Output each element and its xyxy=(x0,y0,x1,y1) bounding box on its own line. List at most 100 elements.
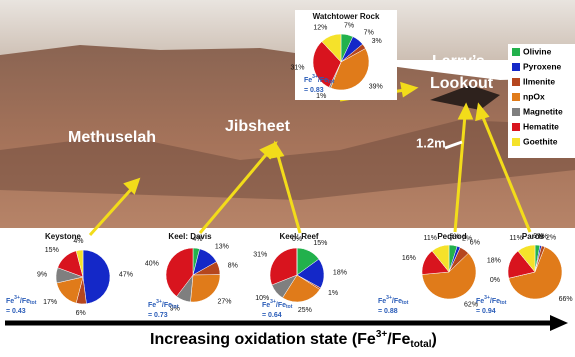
slice-label: 13% xyxy=(215,243,229,250)
slice-label: 4% xyxy=(192,236,202,243)
ratio-label: Fe3+/Fetot xyxy=(304,74,335,85)
slice-label: 15% xyxy=(313,240,327,247)
legend-swatch xyxy=(512,78,520,86)
ratio-part: tot xyxy=(30,300,37,306)
pie-slice xyxy=(82,249,111,305)
slice-label: 18% xyxy=(333,270,347,277)
slice-label: 0% xyxy=(292,236,302,243)
slice-label: 11% xyxy=(509,235,523,242)
pie-title: Watchtower Rock xyxy=(313,12,380,21)
ratio-part: 3+ xyxy=(156,299,162,305)
ratio-part: tot xyxy=(500,300,507,306)
pie-slice xyxy=(75,249,84,278)
legend-swatch xyxy=(512,138,520,146)
arrows xyxy=(88,81,532,237)
pie-slice xyxy=(517,244,536,273)
legend-label: Goethite xyxy=(523,136,558,146)
slice-label: 8% xyxy=(228,262,238,269)
ratio-part: 3+ xyxy=(312,74,318,80)
slice-label: 0% xyxy=(490,277,500,284)
ratio-value: = 0.43 xyxy=(6,308,26,315)
ratio-part: tot xyxy=(172,304,179,310)
pie-slice xyxy=(282,274,321,303)
slice-label: 31% xyxy=(290,65,304,72)
slice-label: 40% xyxy=(145,260,159,267)
ratio-part: tot xyxy=(402,300,409,306)
pie-title: Keel: Reef xyxy=(279,232,318,241)
ratio-value: = 0.64 xyxy=(262,312,282,319)
ratio-part: /Fe xyxy=(20,298,30,305)
ratio-part: 3+ xyxy=(484,295,490,301)
ratio-label: Fe3+/Fetot xyxy=(148,299,179,310)
axis-label-part: /Fe xyxy=(387,331,410,348)
ratio-part: Fe xyxy=(262,302,270,309)
slice-label: 9% xyxy=(170,305,180,312)
pie-slice xyxy=(312,41,342,88)
ratio-value: = 0.88 xyxy=(378,308,398,315)
ratio-part: /Fe xyxy=(392,298,402,305)
slice-label: 7% xyxy=(344,23,354,30)
ratio-part: tot xyxy=(328,79,335,85)
ratio-value: = 0.83 xyxy=(304,87,324,94)
place-label: Methuselah xyxy=(68,129,156,146)
slice-label: 3% xyxy=(372,38,382,45)
legend-label: Ilmenite xyxy=(523,76,555,86)
ridge xyxy=(0,120,575,200)
slice-label: 1% xyxy=(328,290,338,297)
pie-slice xyxy=(330,48,370,91)
legend-swatch xyxy=(512,93,520,101)
place-label: Larry’s xyxy=(432,53,485,70)
slice-label: 4% xyxy=(73,238,83,245)
legend-label: Olivine xyxy=(523,46,552,56)
legend-swatch xyxy=(512,63,520,71)
ratio-label: Fe3+/Fetot xyxy=(476,295,507,306)
slice-label: 6% xyxy=(76,310,86,317)
ratio-part: /Fe xyxy=(162,302,172,309)
axis-label: Increasing oxidation state (Fe3+/Fetotal… xyxy=(150,329,437,350)
outcrop xyxy=(430,85,500,110)
ratio-part: /Fe xyxy=(490,298,500,305)
slice-label: 62% xyxy=(464,302,478,309)
legend-label: Magnetite xyxy=(523,106,563,116)
slice-label: 66% xyxy=(559,296,573,303)
pie-slice xyxy=(421,252,477,300)
ratio-value: = 0.73 xyxy=(148,312,168,319)
slice-label: 47% xyxy=(119,272,133,279)
pie-title: Pequod xyxy=(437,232,466,241)
slice-label: 39% xyxy=(369,83,383,90)
ratio-part: /Fe xyxy=(318,77,328,84)
place-label: Jibsheet xyxy=(225,118,291,135)
slice-label: 31% xyxy=(253,252,267,259)
slice-label: 3% xyxy=(533,233,543,240)
slice-label: 5% xyxy=(449,233,459,240)
ratio-label: Fe3+/Fetot xyxy=(262,299,293,310)
slice-label: 10% xyxy=(255,295,269,302)
slice-label: 12% xyxy=(313,24,327,31)
ratio-part: Fe xyxy=(476,298,484,305)
axis-arrowhead xyxy=(550,315,568,331)
legend-label: Pyroxene xyxy=(523,61,562,71)
ratio-part: /Fe xyxy=(276,302,286,309)
ratio-label: Fe3+/Fetot xyxy=(378,295,409,306)
ratio-part: 3+ xyxy=(270,299,276,305)
ratio-value: = 0.94 xyxy=(476,308,496,315)
slice-label: 27% xyxy=(217,298,231,305)
axis-label-part: total xyxy=(410,339,431,350)
ratio-part: Fe xyxy=(148,302,156,309)
ratio-part: Fe xyxy=(6,298,14,305)
pie-title: Keel: Davis xyxy=(168,232,212,241)
pie-title: Paros xyxy=(522,232,545,241)
pie-title: Keystone xyxy=(45,232,82,241)
pie-slice xyxy=(431,244,450,273)
slice-label: 2% xyxy=(462,235,472,242)
pie-slice xyxy=(508,246,563,300)
slice-label: 1% xyxy=(538,234,548,241)
legend-swatch xyxy=(512,108,520,116)
legend-swatch xyxy=(512,48,520,56)
slice-label: 16% xyxy=(402,255,416,262)
ratio-part: 3+ xyxy=(14,295,20,301)
slice-label: 15% xyxy=(45,247,59,254)
legend-label: npOx xyxy=(523,91,545,101)
axis-label-part: Increasing oxidation state (Fe xyxy=(150,331,376,348)
scale-bar xyxy=(444,140,463,150)
